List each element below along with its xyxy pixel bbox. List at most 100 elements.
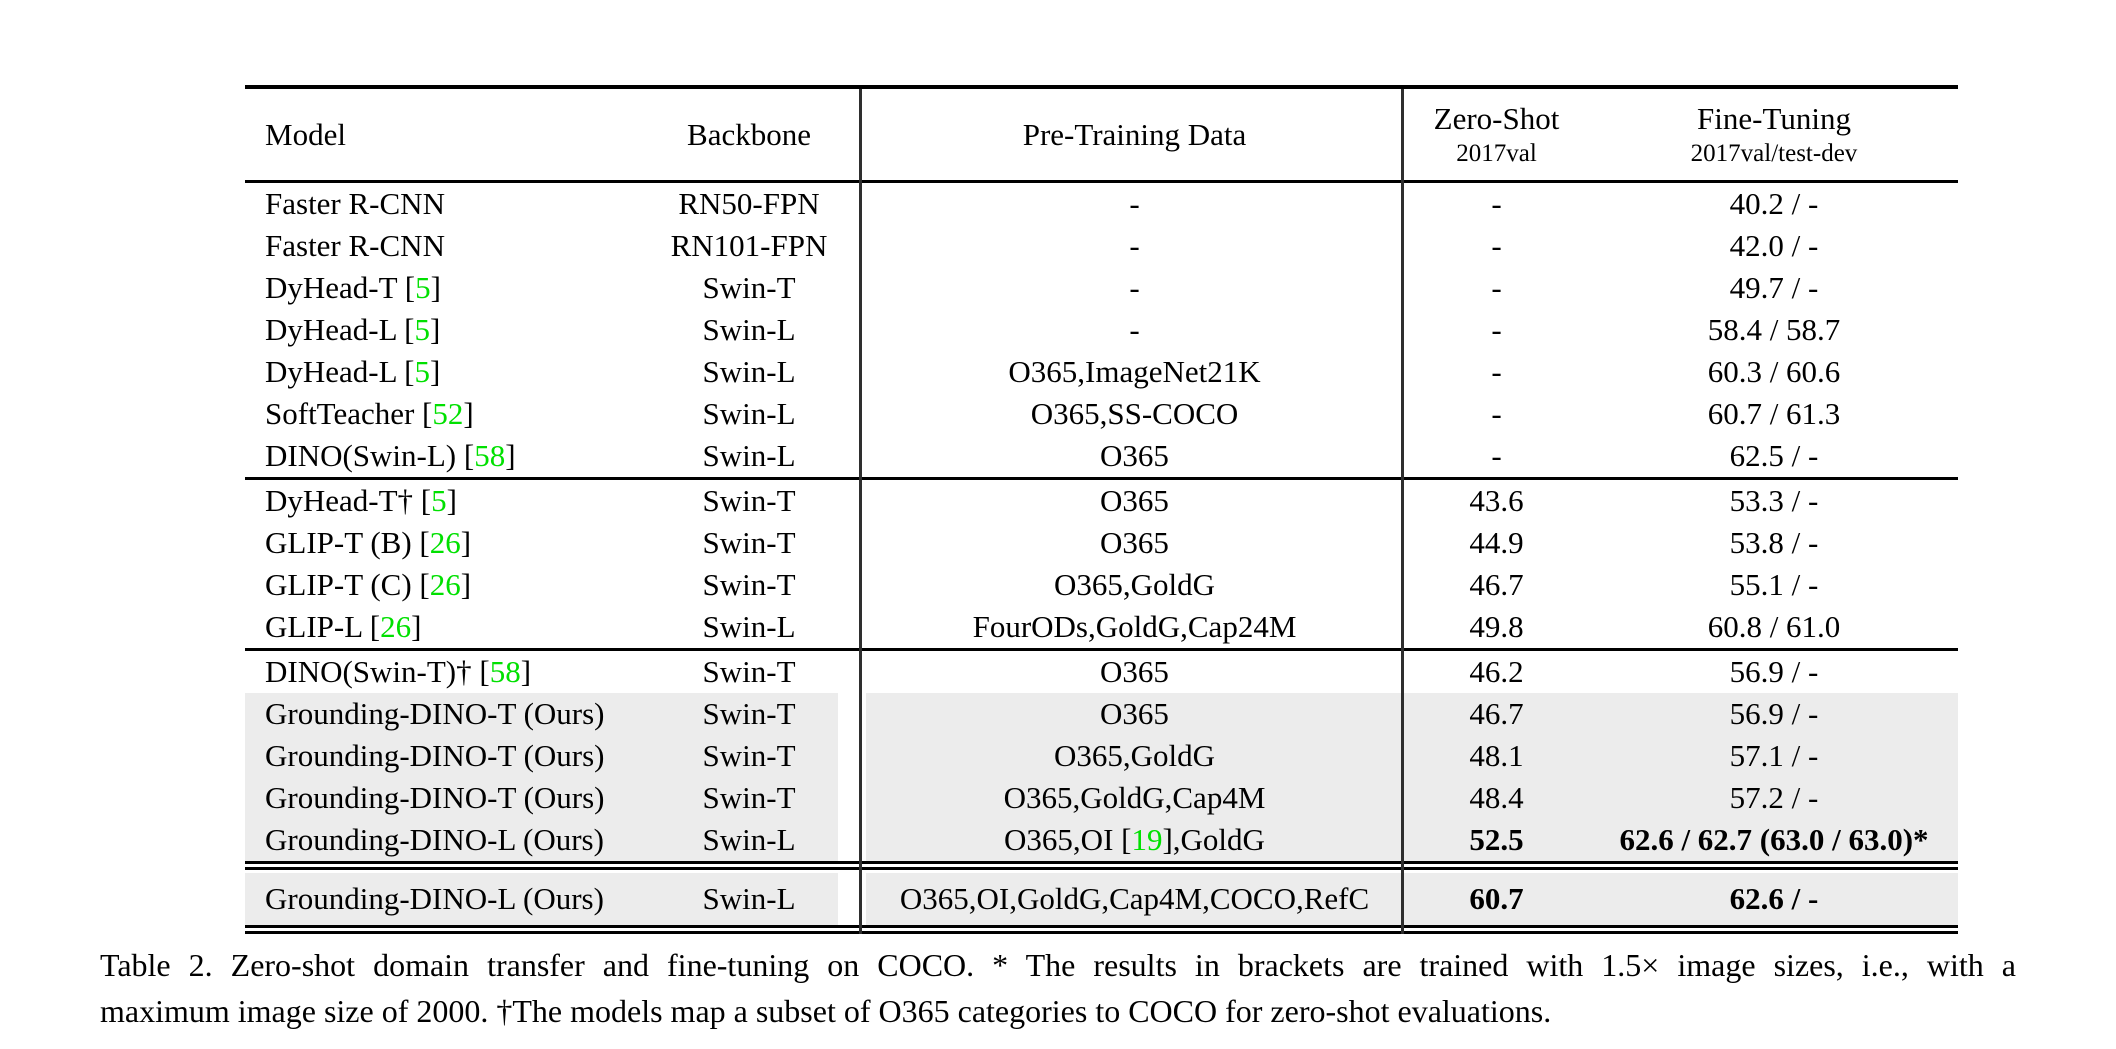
cell-backbone: Swin-T (702, 696, 796, 731)
cell-zero-shot-score: 46.7 (1469, 696, 1524, 731)
row-left-block: DINO(Swin-L) [58] Swin-L (245, 435, 838, 477)
cell-text: O365,SS-COCO (1030, 396, 1239, 431)
cell-fine-tuning-score: 42.0 / - (1729, 228, 1819, 263)
cell-pretraining-data: O365 (866, 651, 1403, 693)
cell-text: O365 (1100, 654, 1169, 689)
cell-model: Grounding-DINO-T (Ours) (245, 693, 660, 735)
table-row: Grounding-DINO-L (Ours) Swin-L O365,OI,G… (245, 873, 1958, 925)
column-header-zero-shot: Zero-Shot 2017val (1403, 89, 1590, 180)
row-left-block: Grounding-DINO-T (Ours) Swin-T (245, 735, 838, 777)
header-right-block: Pre-Training Data Zero-Shot 2017val Fine… (866, 89, 1958, 180)
cell-text: ] (411, 609, 422, 644)
row-left-block: Grounding-DINO-L (Ours) Swin-L (245, 873, 838, 925)
cell-backbone: Swin-T (702, 780, 796, 815)
cell-pretraining-data: O365,ImageNet21K (866, 351, 1403, 393)
table-section-final: Grounding-DINO-L (Ours) Swin-L O365,OI,G… (245, 873, 1958, 925)
row-right-block: O365 43.6 53.3 / - (866, 480, 1958, 522)
cell-text: O365,ImageNet21K (1008, 354, 1261, 389)
cell-backbone: Swin-T (702, 654, 796, 689)
citation-number: 5 (414, 354, 430, 389)
cell-zero-shot-score: 52.5 (1469, 822, 1524, 857)
cell-zero-shot-score: 49.8 (1469, 609, 1524, 644)
row-left-block: Grounding-DINO-L (Ours) Swin-L (245, 819, 838, 861)
citation-number: 5 (415, 270, 431, 305)
table-row: DINO(Swin-L) [58] Swin-L O365 - 62.5 / - (245, 435, 1958, 477)
cell-fine-tuning-score: 62.6 / - (1729, 881, 1819, 916)
cell-backbone: Swin-L (702, 396, 796, 431)
cell-text: O365,GoldG,Cap4M (1003, 780, 1266, 815)
cell-backbone: Swin-L (702, 881, 796, 916)
cell-fine-tuning-score: 62.5 / - (1729, 438, 1819, 473)
cell-text: Faster R-CNN (265, 186, 445, 221)
cell-text: DINO(Swin-L) [ (265, 438, 475, 473)
cell-zero-shot-score: 48.4 (1469, 780, 1524, 815)
cell-text: GLIP-T (B) [ (265, 525, 430, 560)
row-left-block: DyHead-L [5] Swin-L (245, 309, 838, 351)
cell-fine-tuning-score: 57.2 / - (1729, 780, 1819, 815)
cell-backbone: Swin-L (702, 312, 796, 347)
cell-model: Grounding-DINO-L (Ours) (245, 873, 660, 925)
cell-zero-shot-score: - (1491, 354, 1502, 389)
cell-fine-tuning-score: 56.9 / - (1729, 654, 1819, 689)
table-section-grounding-dino: DINO(Swin-T)† [58] Swin-T O365 46.2 56.9… (245, 651, 1958, 861)
table-row: DyHead-T [5] Swin-T - - 49.7 / - (245, 267, 1958, 309)
cell-text: ] (520, 654, 532, 689)
cell-zero-shot-score: - (1491, 396, 1502, 431)
row-right-block: O365 46.2 56.9 / - (866, 651, 1958, 693)
cell-zero-shot-score: - (1491, 312, 1502, 347)
cell-text: GLIP-T (C) [ (265, 567, 430, 602)
cell-zero-shot-score: 46.2 (1469, 654, 1524, 689)
table-bottom-rule (245, 925, 1958, 934)
row-right-block: O365 - 62.5 / - (866, 435, 1958, 477)
cell-model: Grounding-DINO-L (Ours) (245, 819, 660, 861)
cell-backbone: Swin-L (702, 438, 796, 473)
cell-text: Grounding-DINO-T (Ours) (265, 738, 605, 773)
cell-pretraining-data: O365 (866, 693, 1403, 735)
cell-zero-shot-score: - (1491, 270, 1502, 305)
cell-fine-tuning-score: 53.3 / - (1729, 483, 1819, 518)
cell-text: DyHead-L [ (265, 312, 415, 347)
cell-fine-tuning-score: 57.1 / - (1729, 738, 1819, 773)
row-left-block: GLIP-T (B) [26] Swin-T (245, 522, 838, 564)
row-left-block: Grounding-DINO-T (Ours) Swin-T (245, 777, 838, 819)
cell-backbone: RN101-FPN (670, 228, 828, 263)
cell-text: DyHead-T† [ (265, 483, 432, 518)
cell-pretraining-data: - (866, 309, 1403, 351)
row-right-block: - - 40.2 / - (866, 183, 1958, 225)
cell-text: ] (430, 270, 441, 305)
cell-pretraining-data: - (866, 267, 1403, 309)
cell-fine-tuning-score: 55.1 / - (1729, 567, 1819, 602)
row-right-block: O365,OI [19],GoldG 52.5 62.6 / 62.7 (63.… (866, 819, 1958, 861)
cell-backbone: Swin-L (702, 609, 796, 644)
row-right-block: FourODs,GoldG,Cap24M 49.8 60.8 / 61.0 (866, 606, 1958, 648)
citation-number: 5 (431, 483, 447, 518)
cell-fine-tuning-score: 58.4 / 58.7 (1707, 312, 1841, 347)
cell-text: DyHead-L [ (265, 354, 415, 389)
row-right-block: O365,GoldG,Cap4M 48.4 57.2 / - (866, 777, 1958, 819)
header-bottom-rule (245, 180, 1958, 183)
cell-pretraining-data: O365,GoldG (866, 564, 1403, 606)
row-right-block: O365 46.7 56.9 / - (866, 693, 1958, 735)
cell-pretraining-data: O365,GoldG (866, 735, 1403, 777)
cell-text: GLIP-L [ (265, 609, 381, 644)
cell-text: - (1129, 270, 1140, 305)
cell-text: O365 (1100, 525, 1169, 560)
cell-fine-tuning-score: 60.7 / 61.3 (1707, 396, 1841, 431)
cell-text: ],GoldG (1162, 822, 1265, 857)
table-caption: Table 2. Zero-shot domain transfer and f… (100, 942, 2016, 1034)
cell-model: GLIP-T (B) [26] (245, 522, 660, 564)
cell-model: DyHead-L [5] (245, 309, 660, 351)
section-divider-rule-1 (245, 477, 1958, 480)
cell-zero-shot-score: - (1491, 186, 1502, 221)
cell-text: Faster R-CNN (265, 228, 445, 263)
cell-text: Grounding-DINO-T (Ours) (265, 696, 605, 731)
cell-model: DyHead-T† [5] (245, 480, 660, 522)
row-right-block: O365 44.9 53.8 / - (866, 522, 1958, 564)
citation-number: 19 (1131, 822, 1163, 857)
row-left-block: GLIP-T (C) [26] Swin-T (245, 564, 838, 606)
cell-fine-tuning-score: 49.7 / - (1729, 270, 1819, 305)
citation-number: 58 (474, 438, 506, 473)
cell-backbone: Swin-T (702, 525, 796, 560)
cell-model: Grounding-DINO-T (Ours) (245, 735, 660, 777)
cell-pretraining-data: O365,OI [19],GoldG (866, 819, 1403, 861)
